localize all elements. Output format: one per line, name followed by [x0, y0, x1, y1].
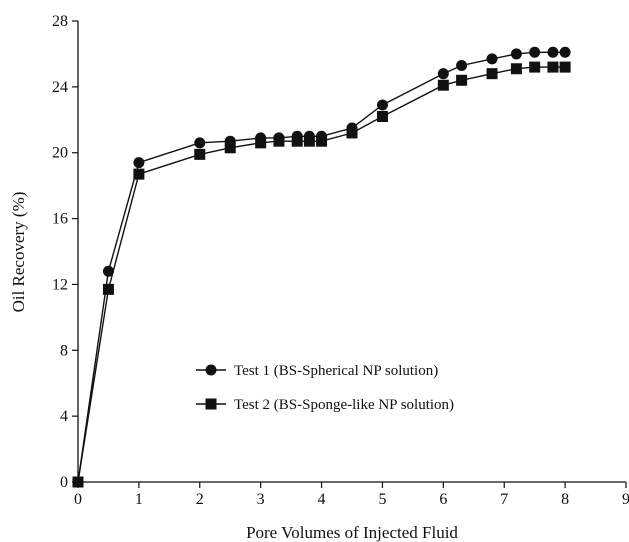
series-1-point	[133, 157, 145, 169]
y-tick-label: 16	[52, 211, 68, 228]
series-2-point	[486, 68, 498, 80]
series-1-point	[376, 99, 388, 111]
series-2-point	[255, 137, 267, 149]
x-tick-label: 7	[500, 491, 508, 508]
series-2	[72, 61, 571, 488]
series-2-point	[376, 110, 388, 122]
series-1-point	[437, 68, 449, 80]
series-2-point	[559, 61, 571, 73]
series-2-point	[273, 135, 285, 147]
series-2-point	[102, 283, 114, 295]
series-1-point	[547, 46, 559, 58]
series-2-point	[547, 61, 559, 73]
series-2-point	[510, 63, 522, 75]
series-2-point	[133, 168, 145, 180]
legend-label-1: Test 1 (BS-Spherical NP solution)	[234, 363, 438, 379]
x-tick-label: 0	[74, 491, 82, 508]
legend-square-marker	[205, 398, 217, 410]
x-tick-label: 9	[622, 491, 629, 508]
series-1-point	[529, 46, 541, 58]
series-2-point	[224, 142, 236, 154]
legend: Test 1 (BS-Spherical NP solution) Test 2 …	[196, 363, 454, 413]
series-1-point	[194, 137, 206, 149]
x-axis-label: Pore Volumes of Injected Fluid	[246, 523, 458, 542]
series-2-line	[77, 66, 566, 483]
series-2-point	[346, 127, 358, 139]
series-2-point	[303, 135, 315, 147]
series-2-point	[529, 61, 541, 73]
y-tick-label: 28	[52, 13, 68, 30]
legend-circle-marker	[205, 364, 217, 376]
x-tick-label: 4	[318, 491, 326, 508]
series-1-point	[510, 48, 522, 60]
series-1-point	[559, 46, 571, 58]
x-tick-label: 5	[378, 491, 386, 508]
x-tick-label: 3	[257, 491, 265, 508]
y-tick-label: 12	[52, 276, 68, 293]
series-1-point	[102, 265, 114, 277]
legend-label-2: Test 2 (BS-Sponge-like NP solution)	[234, 397, 454, 413]
y-tick-label: 0	[60, 474, 68, 491]
series-1	[72, 46, 571, 488]
x-tick-label: 1	[135, 491, 143, 508]
y-tick-label: 4	[60, 408, 68, 425]
series-1-point	[456, 59, 468, 71]
series-1-line	[77, 51, 566, 483]
y-tick-label: 24	[52, 79, 68, 96]
series-2-point	[194, 148, 206, 160]
x-tick-label: 2	[196, 491, 204, 508]
x-tick-label: 8	[561, 491, 569, 508]
series-2-point	[291, 135, 303, 147]
series-2-point	[456, 74, 468, 86]
y-tick-label: 20	[52, 145, 68, 162]
x-tick-label: 6	[439, 491, 447, 508]
series-2-point	[72, 476, 84, 488]
series-2-point	[437, 79, 449, 91]
y-tick-label: 8	[60, 342, 68, 359]
series-layer	[72, 46, 571, 488]
y-axis-label: Oil Recovery (%)	[9, 192, 28, 313]
series-2-point	[316, 135, 328, 147]
series-1-point	[486, 53, 498, 65]
